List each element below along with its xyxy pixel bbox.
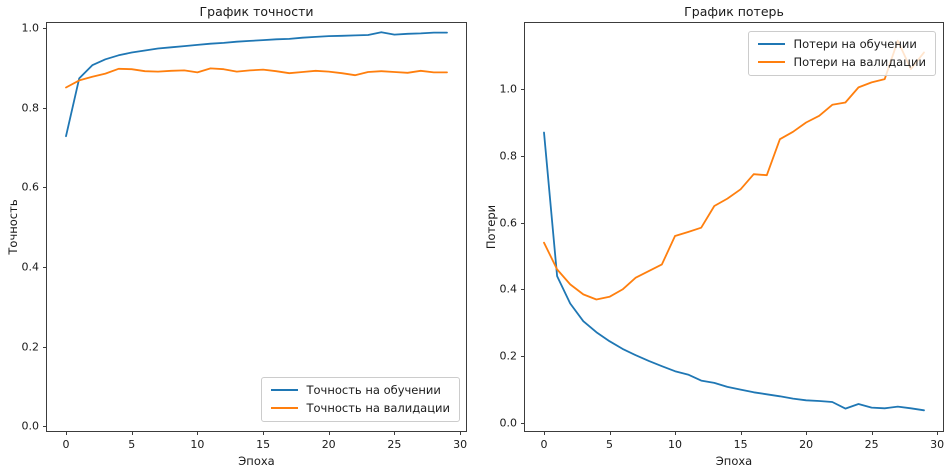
x-tick-mark: [937, 431, 939, 435]
validation-loss-line: [543, 39, 925, 301]
accuracy-lines-canvas: [65, 31, 448, 138]
y-tick-mark: [521, 356, 525, 358]
x-tick-label: 20: [799, 438, 814, 451]
training-accuracy-legend-swatch: [271, 389, 299, 391]
x-tick-label: 30: [930, 438, 945, 451]
y-tick-label: 0.0: [499, 416, 518, 430]
x-tick-mark: [66, 431, 67, 435]
x-tick-label: 25: [387, 438, 402, 451]
y-tick-mark: [521, 155, 525, 157]
loss-lines-canvas: [543, 39, 925, 412]
y-tick-label: 0.8: [21, 101, 40, 114]
x-tick-label: 5: [128, 438, 136, 451]
y-tick-label: 0.2: [21, 340, 40, 353]
x-tick-mark: [740, 431, 742, 435]
x-tick-label: 10: [668, 438, 682, 451]
accuracy-x-axis-label: Эпоха: [238, 454, 275, 468]
y-tick-mark: [521, 423, 525, 424]
accuracy-legend: Точность на обучении Точность на валидац…: [261, 377, 460, 422]
loss-chart-title: График потерь: [684, 4, 784, 19]
validation-loss-legend-label: Потери на валидации: [793, 55, 926, 69]
y-tick-label: 0.4: [499, 282, 518, 296]
y-tick-label: 0.0: [21, 419, 40, 433]
y-tick-label: 0.2: [499, 349, 518, 363]
validation-accuracy-line: [65, 67, 448, 89]
legend-entry-validation-accuracy: Точность на валидации: [271, 401, 450, 415]
legend-entry-training-accuracy: Точность на обучении: [271, 383, 450, 397]
training-accuracy-legend-label: Точность на обучении: [306, 383, 441, 397]
legend-entry-validation-loss: Потери на валидации: [758, 55, 926, 69]
accuracy-y-axis-label: Точность: [6, 199, 20, 255]
y-tick-label: 1.0: [499, 82, 518, 96]
y-tick-label: 1.0: [21, 21, 40, 35]
y-tick-mark: [521, 89, 525, 91]
y-tick-mark: [43, 187, 47, 189]
validation-accuracy-legend-swatch: [271, 407, 299, 409]
x-tick-label: 0: [540, 438, 548, 451]
x-tick-mark: [263, 431, 265, 435]
validation-loss-legend-swatch: [758, 61, 786, 63]
x-tick-mark: [460, 431, 462, 435]
x-tick-label: 0: [62, 438, 70, 451]
x-tick-label: 25: [864, 438, 879, 451]
y-tick-label: 0.6: [21, 180, 40, 194]
x-tick-label: 30: [453, 438, 468, 451]
x-tick-mark: [609, 431, 611, 435]
x-tick-label: 15: [256, 438, 271, 451]
y-tick-label: 0.8: [499, 149, 518, 163]
validation-accuracy-legend-label: Точность на валидации: [306, 401, 450, 415]
x-tick-label: 10: [190, 438, 205, 451]
accuracy-chart-title: График точности: [199, 4, 314, 19]
loss-plot-area: График потерь Потери Эпоха Потери на обу…: [484, 4, 944, 468]
y-tick-mark: [43, 346, 47, 348]
y-tick-mark: [521, 289, 525, 291]
y-tick-mark: [43, 107, 47, 109]
loss-y-axis-label: Потери: [484, 204, 498, 250]
x-tick-label: 20: [321, 438, 336, 451]
y-tick-label: 0.4: [21, 260, 40, 274]
x-tick-mark: [806, 431, 808, 435]
y-tick-mark: [43, 27, 47, 29]
training-loss-line: [543, 131, 925, 412]
y-tick-mark: [43, 426, 47, 428]
y-tick-mark: [43, 266, 47, 268]
x-tick-mark: [675, 431, 676, 435]
x-tick-mark: [544, 431, 545, 435]
y-tick-mark: [521, 222, 525, 224]
x-tick-mark: [871, 431, 873, 435]
x-tick-label: 15: [733, 438, 748, 451]
loss-legend: Потери на обучении Потери на валидации: [748, 31, 936, 76]
x-tick-label: 5: [606, 438, 613, 451]
x-tick-mark: [197, 431, 199, 435]
x-tick-mark: [394, 431, 396, 435]
training-loss-legend-label: Потери на обучении: [793, 37, 917, 51]
training-loss-legend-swatch: [758, 43, 786, 45]
loss-x-axis-label: Эпоха: [715, 454, 753, 468]
y-tick-label: 0.6: [499, 216, 518, 230]
x-tick-mark: [131, 431, 133, 435]
x-tick-mark: [328, 431, 330, 435]
accuracy-plot-area: График точности Точность Эпоха Точность …: [6, 4, 467, 468]
training-accuracy-line: [65, 31, 448, 138]
legend-entry-training-loss: Потери на обучении: [758, 37, 926, 51]
